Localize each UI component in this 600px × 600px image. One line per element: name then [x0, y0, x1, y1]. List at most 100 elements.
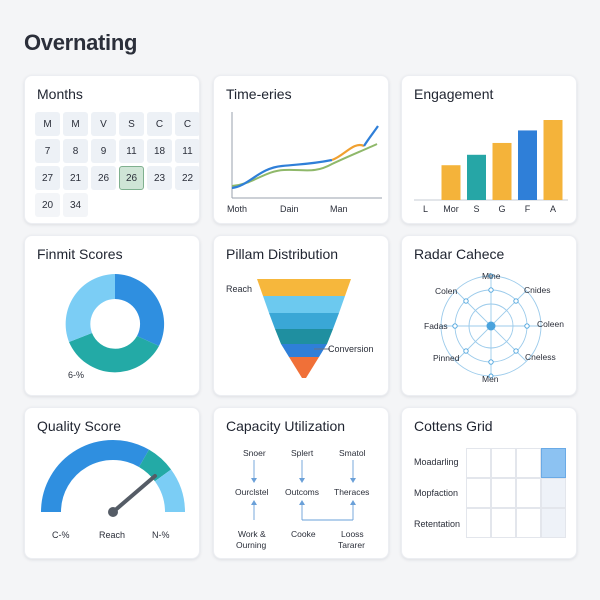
x-tick-label: L	[423, 204, 428, 214]
x-tick-label: Moth	[227, 204, 247, 214]
timeseries-chart: Moth Dain Man	[227, 112, 382, 214]
radar-point	[513, 298, 519, 304]
grid-cell[interactable]	[491, 478, 516, 508]
calendar-cell[interactable]: 23	[147, 166, 172, 190]
grid-cell[interactable]	[466, 478, 491, 508]
grid-cell[interactable]	[466, 508, 491, 538]
gauge-card[interactable]: Quality Score C-% Reach N-%	[24, 407, 200, 559]
x-tick-label: A	[550, 204, 556, 214]
calendar-cell[interactable]: 11	[119, 139, 144, 163]
calendar-cell[interactable]: 11	[175, 139, 199, 163]
radar-point	[488, 287, 494, 293]
gauge-chart: C-% Reach N-%	[41, 440, 185, 540]
bar	[543, 120, 563, 200]
funnel-chart: Reach Conversion	[226, 279, 374, 378]
gauge-pivot	[108, 507, 118, 517]
calendar-cell[interactable]: 22	[175, 166, 199, 190]
grid-cell[interactable]	[466, 448, 491, 478]
calendar-cell[interactable]: 26	[91, 166, 116, 190]
funnel-card[interactable]: Pillam Distribution Reach Conversion	[213, 235, 389, 396]
series-green	[231, 143, 378, 187]
radar-label-right: Coleen	[537, 319, 564, 329]
grid-cell[interactable]	[541, 448, 566, 478]
radar-point	[488, 373, 494, 379]
radar-label-top-right: Cnides	[524, 285, 550, 295]
capacity-flow-diagram: Snoer Splert Smatol Ourclstel Outcoms Th…	[235, 448, 369, 550]
calendar-cell[interactable]: 7	[35, 139, 60, 163]
grid-title: Cottens Grid	[414, 418, 493, 434]
gauge-label-left: C-%	[52, 530, 70, 540]
grid-row-label: Mopfaction	[414, 488, 459, 498]
calendar-cell[interactable]: C	[175, 112, 199, 136]
radar-point	[524, 323, 530, 329]
grid-row-label: Moadarling	[414, 457, 459, 467]
gauge-arc-light	[154, 469, 185, 513]
calendar-cell[interactable]: 26	[119, 166, 144, 190]
capacity-card[interactable]: Capacity Utilization Snoer Splert Smatol…	[213, 407, 389, 559]
bar	[518, 130, 537, 200]
grid-cell[interactable]	[491, 508, 516, 538]
radar-title: Radar Cahece	[414, 246, 505, 262]
x-tick-label: Man	[330, 204, 348, 214]
calendar-cell[interactable]: 20	[35, 193, 60, 217]
flow-node-label: Theraces	[334, 487, 369, 497]
engagement-card[interactable]: Engagement L Mor S G F A	[401, 75, 577, 224]
grid-cell[interactable]	[541, 508, 566, 538]
calendar-cell[interactable]: 9	[91, 139, 116, 163]
radar-point	[488, 273, 494, 279]
calendar-cell[interactable]: 18	[147, 139, 172, 163]
funnel-layer-1	[257, 279, 351, 296]
donut-title: Finmit Scores	[37, 246, 123, 262]
timeseries-card[interactable]: Time-eries Moth Dain Man	[213, 75, 389, 224]
calendar-cell[interactable]: M	[63, 112, 88, 136]
radar-card[interactable]: Radar Cahece Mine Colen Cnides Fadas Col…	[401, 235, 577, 396]
grid-cell[interactable]	[516, 448, 541, 478]
bar	[441, 165, 461, 200]
x-tick-label: Dain	[280, 204, 299, 214]
donut-segment-light	[65, 274, 115, 342]
grid-cell[interactable]	[516, 508, 541, 538]
series-blue-tail	[363, 125, 379, 147]
calendar-cell[interactable]: 34	[63, 193, 88, 217]
calendar-cell[interactable]: 21	[63, 166, 88, 190]
calendar-cell[interactable]: 27	[35, 166, 60, 190]
calendar-cell	[175, 193, 199, 217]
calendar-cell[interactable]: S	[119, 112, 144, 136]
calendar-title: Months	[37, 86, 83, 102]
calendar-card[interactable]: Months M M V S C C 7 8 9 11 18 11 27 21 26 26 23 22 20 34	[24, 75, 200, 224]
flow-node-label: Looss	[341, 529, 364, 539]
radar-chart: Mine Colen Cnides Fadas Coleen Pinned Cn…	[424, 271, 564, 384]
calendar-cell[interactable]: C	[147, 112, 172, 136]
x-tick-label: S	[473, 204, 479, 214]
radar-point	[463, 348, 469, 354]
gauge-arc-main	[41, 440, 149, 513]
grid-cell[interactable]	[541, 478, 566, 508]
flow-node-label: Work &	[238, 529, 266, 539]
timeseries-title: Time-eries	[226, 86, 292, 102]
calendar-cell[interactable]: V	[91, 112, 116, 136]
calendar-cell[interactable]: M	[35, 112, 60, 136]
page-title: Overnating	[24, 30, 138, 55]
grid-card[interactable]: Cottens Grid Moadarling Mopfaction Reten…	[401, 407, 577, 559]
calendar-cell	[119, 193, 144, 217]
flow-node-label: Snoer	[243, 448, 266, 458]
grid-cell[interactable]	[516, 478, 541, 508]
calendar-cell[interactable]: 8	[63, 139, 88, 163]
grid-cell[interactable]	[491, 448, 516, 478]
radar-label-bottom-right: Cneless	[525, 352, 556, 362]
radar-label-bottom: Men	[482, 374, 499, 384]
funnel-layer-2	[263, 296, 345, 313]
radar-point	[463, 298, 469, 304]
radar-label-top: Mine	[482, 271, 501, 281]
calendar-cell	[147, 193, 172, 217]
radar-label-top-left: Colen	[435, 286, 457, 296]
donut-card[interactable]: Finmit Scores 6-%	[24, 235, 200, 396]
flow-node-label: Outcoms	[285, 487, 319, 497]
flow-node-label: Smatol	[339, 448, 366, 458]
donut-segment-blue	[115, 274, 165, 346]
donut-chart: 6-%	[65, 274, 165, 380]
radar-center-dot	[486, 321, 496, 331]
gauge-title: Quality Score	[37, 418, 122, 434]
engagement-title: Engagement	[414, 86, 494, 102]
flow-node-label: Ourclstel	[235, 487, 269, 497]
